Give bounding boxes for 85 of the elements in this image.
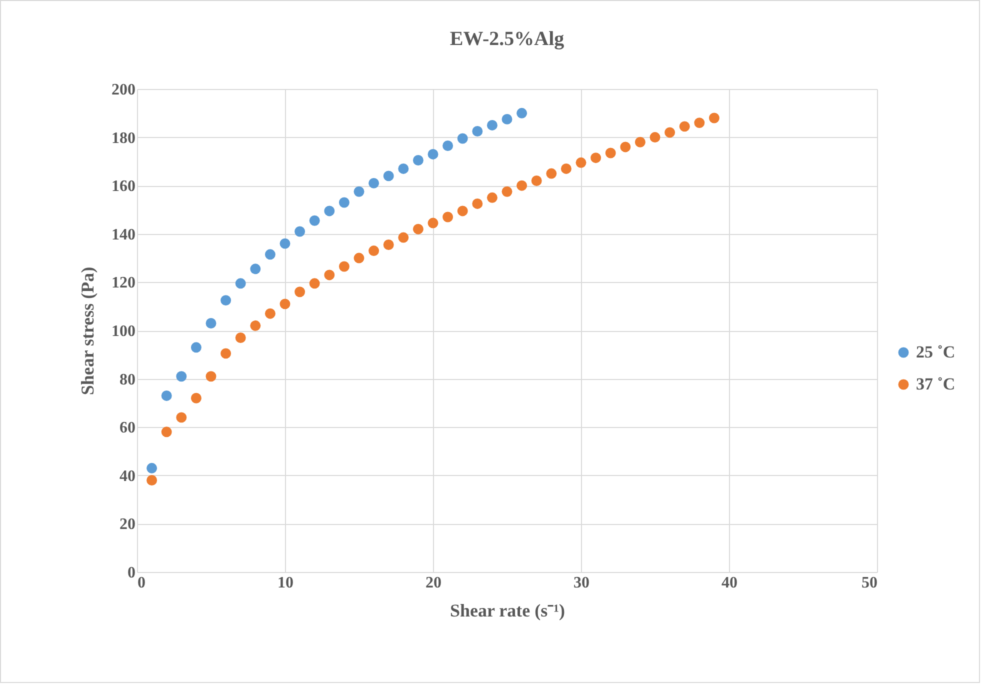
point bbox=[280, 238, 290, 249]
point bbox=[502, 186, 512, 197]
point bbox=[324, 270, 335, 280]
point bbox=[294, 286, 306, 298]
point bbox=[412, 224, 424, 234]
point bbox=[560, 163, 572, 174]
y-tick-label: 140 bbox=[112, 226, 136, 244]
point bbox=[264, 308, 276, 319]
point bbox=[679, 121, 690, 132]
point bbox=[146, 474, 158, 486]
point bbox=[294, 226, 306, 237]
point bbox=[250, 264, 261, 274]
point bbox=[146, 462, 158, 474]
point bbox=[161, 426, 172, 438]
y-tick-label: 60 bbox=[120, 420, 136, 437]
point bbox=[338, 197, 350, 208]
point bbox=[190, 392, 202, 404]
point bbox=[220, 295, 232, 306]
point bbox=[368, 246, 380, 256]
y-tick-label: 100 bbox=[112, 323, 136, 340]
x-tick-label: 30 bbox=[574, 574, 590, 592]
point bbox=[457, 133, 468, 144]
y-tick-label: 120 bbox=[112, 274, 136, 292]
point bbox=[457, 206, 468, 216]
point bbox=[472, 126, 483, 136]
point bbox=[634, 136, 646, 148]
point bbox=[620, 142, 631, 152]
point bbox=[428, 148, 438, 160]
legend-label: 37 ˚C bbox=[916, 374, 956, 394]
point bbox=[442, 140, 454, 151]
y-tick-label: 80 bbox=[120, 371, 136, 388]
point bbox=[605, 148, 616, 158]
point bbox=[486, 120, 498, 130]
point bbox=[428, 218, 438, 228]
point bbox=[190, 342, 202, 353]
point bbox=[398, 163, 409, 174]
point bbox=[486, 192, 498, 203]
chart-title: EW-2.5%Alg bbox=[450, 28, 564, 50]
point bbox=[220, 348, 232, 359]
point bbox=[650, 132, 660, 143]
point bbox=[176, 371, 187, 382]
x-tick-label: 20 bbox=[426, 574, 442, 592]
point bbox=[206, 318, 216, 328]
point bbox=[280, 298, 290, 310]
point bbox=[442, 212, 454, 222]
point bbox=[412, 155, 424, 166]
point bbox=[235, 278, 246, 289]
point bbox=[176, 412, 187, 423]
point bbox=[516, 180, 528, 191]
y-tick-label: 160 bbox=[112, 178, 136, 196]
y-axis-title: Shear stress (Pa) bbox=[78, 266, 98, 396]
x-tick-label: 50 bbox=[862, 574, 878, 592]
y-tick-label: 180 bbox=[112, 130, 136, 147]
point bbox=[708, 112, 720, 124]
point bbox=[383, 240, 394, 250]
y-tick-label: 200 bbox=[112, 82, 136, 98]
y-tick-label: 40 bbox=[120, 468, 136, 485]
x-tick-label: 10 bbox=[278, 574, 294, 592]
point bbox=[694, 118, 705, 128]
point bbox=[546, 168, 557, 179]
point bbox=[309, 215, 320, 226]
point bbox=[354, 186, 364, 197]
legend-label: 25 ˚C bbox=[916, 342, 956, 362]
point bbox=[354, 252, 364, 264]
point bbox=[161, 390, 172, 401]
point bbox=[516, 108, 528, 118]
point bbox=[264, 249, 276, 260]
point bbox=[235, 332, 246, 343]
point bbox=[472, 198, 483, 209]
point bbox=[309, 278, 320, 289]
point bbox=[531, 176, 542, 186]
point bbox=[338, 261, 350, 272]
point bbox=[664, 127, 676, 138]
point bbox=[368, 178, 380, 188]
point bbox=[576, 157, 586, 168]
point bbox=[590, 152, 602, 164]
y-tick-label: 20 bbox=[120, 516, 136, 534]
x-axis-title: Shear rate (s⁻¹) bbox=[450, 600, 566, 620]
point bbox=[383, 170, 394, 182]
x-tick-label: 40 bbox=[722, 574, 738, 592]
point bbox=[324, 206, 335, 216]
point bbox=[250, 320, 261, 331]
point bbox=[206, 371, 216, 382]
point bbox=[398, 232, 409, 243]
point bbox=[502, 114, 512, 124]
